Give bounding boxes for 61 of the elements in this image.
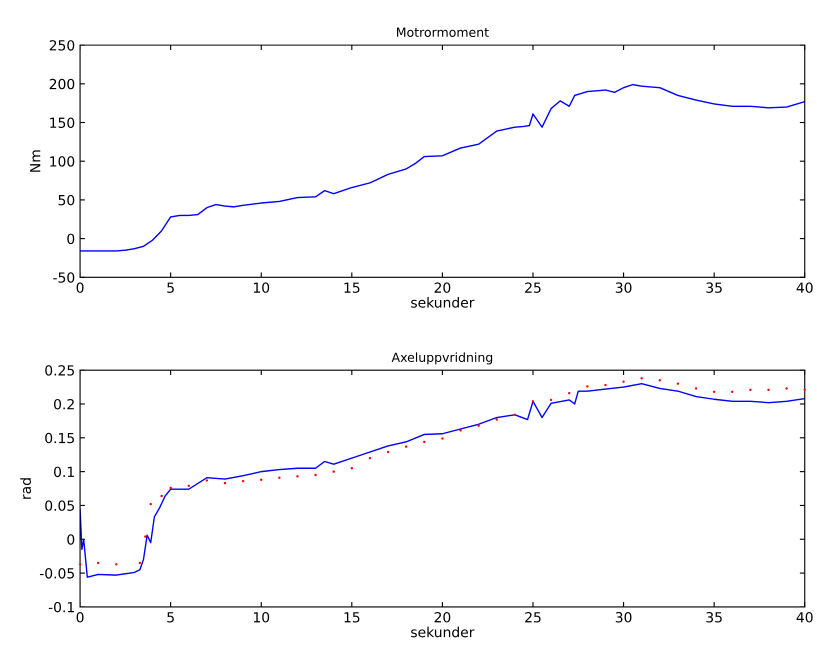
point	[169, 486, 172, 490]
y-tick-label: -0.05	[40, 568, 74, 579]
y-tick-label: 0	[67, 234, 74, 244]
point	[242, 480, 244, 482]
x-tick-label: 35	[706, 282, 722, 293]
point	[658, 379, 662, 382]
x-tick-label: 10	[254, 282, 270, 293]
point	[622, 380, 625, 383]
line-series	[80, 382, 805, 578]
x-tick-label: 0	[76, 282, 84, 293]
x-tick-label: 25	[525, 282, 541, 293]
point	[586, 385, 589, 388]
x-tick-label: 25	[525, 612, 541, 623]
point	[368, 456, 372, 460]
x-tick-label: 20	[434, 612, 450, 623]
point	[712, 390, 716, 394]
y-tick-label: -0.1	[48, 602, 74, 612]
point	[404, 445, 408, 448]
x-tick-label: 15	[344, 612, 360, 623]
x-axis-title: sekunder	[411, 626, 474, 638]
y-tick-label: 0	[67, 534, 74, 545]
y-tick-label: 100	[50, 156, 74, 167]
y-tick-label: 200	[50, 78, 74, 90]
y-tick-label: 250	[50, 40, 74, 51]
chart-title: Motrormoment	[396, 28, 489, 37]
point	[514, 414, 516, 416]
x-tick-label: 10	[254, 612, 270, 623]
x-tick-label: 40	[796, 612, 813, 623]
y-tick-label: 50	[58, 194, 74, 206]
y-tick-label: 0.2	[54, 398, 74, 410]
y-tick-label: 0.25	[45, 365, 74, 376]
y-tick-label: 0.05	[45, 500, 74, 511]
y-axis-title: rad	[20, 478, 32, 499]
y-tick-label: -50	[53, 272, 74, 283]
line-series	[80, 84, 805, 252]
x-tick-label: 20	[434, 282, 450, 293]
point	[224, 482, 226, 484]
x-tick-label: 40	[796, 282, 813, 293]
x-axis-title: sekunder	[411, 296, 474, 308]
point	[676, 382, 680, 385]
point	[550, 398, 552, 402]
point	[459, 429, 462, 432]
x-tick-label: 30	[616, 282, 632, 293]
y-axis-title: Nm	[30, 150, 40, 172]
chart-title: Axeluppvridning	[392, 352, 492, 364]
x-tick-label: 5	[167, 282, 174, 293]
x-tick-label: 15	[344, 282, 360, 293]
point	[477, 424, 480, 427]
x-tick-label: 5	[167, 612, 174, 623]
point	[96, 562, 100, 564]
point	[296, 475, 299, 478]
point	[441, 437, 444, 440]
x-tick-label: 35	[706, 612, 722, 623]
point	[138, 562, 142, 564]
y-tick-label: 0.1	[54, 466, 74, 478]
point	[206, 479, 208, 482]
y-tick-label: 150	[50, 117, 74, 128]
y-tick-label: 0.15	[45, 432, 74, 444]
point	[785, 387, 788, 390]
x-tick-label: 30	[616, 612, 632, 623]
x-tick-label: 0	[76, 612, 84, 623]
